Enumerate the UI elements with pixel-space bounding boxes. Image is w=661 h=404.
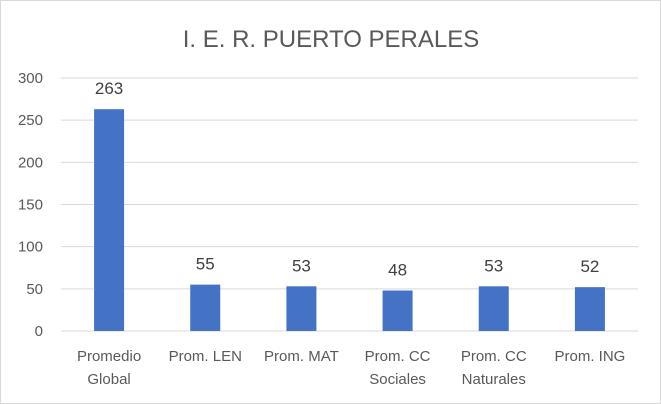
data-label: 48 [388,261,407,280]
y-tick-label: 250 [18,112,43,129]
x-category-label: Prom. CC Naturales [461,348,527,388]
x-category-label-line: Sociales [369,371,426,388]
chart-title: I. E. R. PUERTO PERALES [183,26,480,53]
bar [574,287,605,331]
y-tick-label: 150 [18,197,43,214]
y-tick-label: 50 [26,281,43,298]
y-tick-label: 0 [35,323,43,340]
x-category-label: Promedio Global [77,348,141,388]
data-label: 52 [580,257,599,276]
x-category-label-line: Prom. CC [461,348,527,365]
bars [94,109,605,331]
y-tick-label: 100 [18,239,43,256]
x-category-label-line: Naturales [462,371,526,388]
x-category-label-line: Global [87,371,130,388]
gridlines [61,77,638,332]
bar [190,284,221,331]
x-axis-categories: Promedio Global Prom. LEN Prom. MAT Prom. CC… [77,348,625,388]
x-category-label: Prom. LEN [169,348,242,365]
bar [478,286,509,331]
y-tick-label: 200 [18,154,43,171]
x-category-label: Prom. MAT [264,348,339,365]
y-axis-ticks: 0 50 100 150 200 250 300 [18,70,43,340]
bar [286,286,317,331]
bar [94,109,125,331]
data-label: 53 [484,256,503,275]
x-category-label-line: Prom. CC [365,348,431,365]
x-category-label: Prom. CC Sociales [365,348,431,388]
data-labels: 263 55 53 48 53 52 [95,79,599,279]
y-tick-label: 300 [18,70,43,87]
bar [382,290,413,331]
x-category-label: Prom. ING [554,348,625,365]
data-label: 55 [196,255,215,274]
x-category-label-line: Promedio [77,348,141,365]
x-category-label-line: Prom. MAT [264,348,339,365]
data-label: 53 [292,256,311,275]
data-label: 263 [95,79,123,98]
x-category-label-line: Prom. LEN [169,348,242,365]
x-category-label-line: Prom. ING [554,348,625,365]
